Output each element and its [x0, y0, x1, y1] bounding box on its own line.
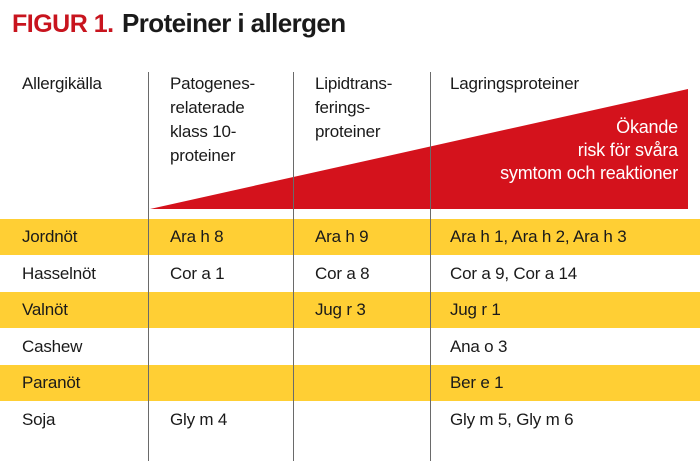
- cell-storage: Ara h 1, Ara h 2, Ara h 3: [450, 227, 627, 246]
- cell-pr10: Gly m 4: [170, 410, 228, 429]
- table-row: Cashew Ana o 3: [0, 329, 700, 365]
- cell-allergen-source: Paranöt: [22, 373, 81, 392]
- figure-heading: Proteiner i allergen: [122, 8, 346, 38]
- cell-allergen-source: Jordnöt: [22, 227, 78, 246]
- header-lipid-transfer-proteins: Lipidtrans- ferings- proteiner: [315, 74, 393, 141]
- column-divider: [293, 72, 294, 461]
- figure-title: FIGUR 1. Proteiner i allergen: [12, 8, 346, 39]
- header-pr10-proteins: Patogenes- relaterade klass 10- proteine…: [170, 74, 255, 165]
- risk-label: Ökande risk för svåra symtom och reaktio…: [500, 117, 678, 183]
- cell-storage: Cor a 9, Cor a 14: [450, 264, 577, 283]
- figure-label: FIGUR 1.: [12, 10, 114, 38]
- cell-allergen-source: Hasselnöt: [22, 264, 96, 283]
- cell-pr10: Ara h 8: [170, 227, 224, 246]
- cell-ltp: Ara h 9: [315, 227, 369, 246]
- column-divider: [430, 72, 431, 461]
- header-storage-proteins: Lagringsproteiner: [450, 74, 579, 93]
- table-row: Soja Gly m 4 Gly m 5, Gly m 6: [0, 402, 700, 438]
- table-row: Jordnöt Ara h 8 Ara h 9 Ara h 1, Ara h 2, A…: [0, 219, 700, 255]
- cell-allergen-source: Soja: [22, 410, 56, 429]
- table-row: Hasselnöt Cor a 1 Cor a 8 Cor a 9, Cor a 14: [0, 256, 700, 292]
- cell-ltp: Cor a 8: [315, 264, 370, 283]
- cell-allergen-source: Valnöt: [22, 300, 68, 319]
- cell-storage: Ber e 1: [450, 373, 504, 392]
- table-row: Paranöt Ber e 1: [0, 365, 700, 401]
- header-allergen-source: Allergikälla: [22, 74, 102, 93]
- table-row: Valnöt Jug r 3 Jug r 1: [0, 292, 700, 328]
- cell-ltp: Jug r 3: [315, 300, 366, 319]
- cell-storage: Jug r 1: [450, 300, 501, 319]
- cell-pr10: Cor a 1: [170, 264, 225, 283]
- cell-storage: Ana o 3: [450, 337, 508, 356]
- column-divider: [148, 72, 149, 461]
- cell-storage: Gly m 5, Gly m 6: [450, 410, 574, 429]
- cell-allergen-source: Cashew: [22, 337, 83, 356]
